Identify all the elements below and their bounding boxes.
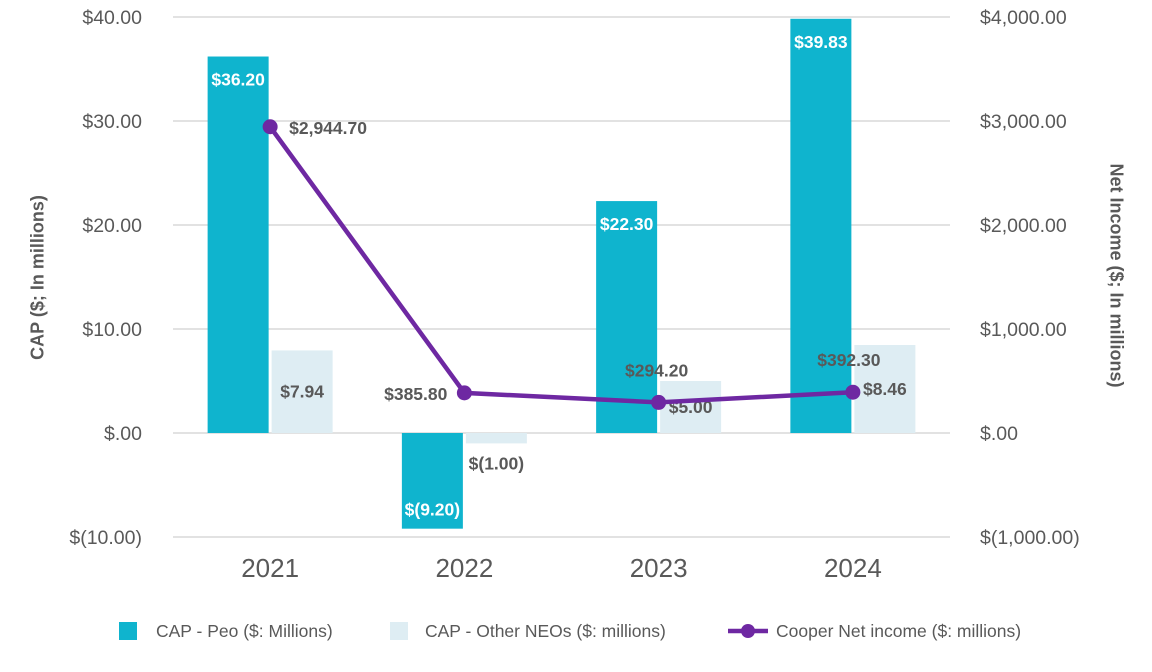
net-income-point-2024 bbox=[845, 384, 861, 400]
right-axis-tick-label: $(1,000.00) bbox=[980, 527, 1080, 549]
left-axis-tick-label: $(10.00) bbox=[69, 527, 142, 549]
combo-chart: $40.00 $30.00 $20.00 $10.00 $.00 $(10.00) $4,0… bbox=[69, 7, 1080, 583]
right-axis-tick-label: $3,000.00 bbox=[980, 111, 1067, 133]
left-axis-tick-label: $.00 bbox=[104, 423, 142, 445]
bar-data-label: $39.83 bbox=[794, 32, 848, 52]
cap-peo-swatch-icon bbox=[119, 622, 137, 640]
left-axis-tick-label: $40.00 bbox=[82, 7, 142, 29]
right-axis-tick-label: $2,000.00 bbox=[980, 215, 1067, 237]
right-axis-tick-label: $1,000.00 bbox=[980, 319, 1067, 341]
net-income-line bbox=[268, 125, 853, 405]
x-axis-category-label: 2022 bbox=[435, 553, 493, 583]
bar-data-label: $7.94 bbox=[280, 382, 324, 402]
bar-cap-peo-2024 bbox=[790, 18, 852, 433]
bar-cap-peo-2023 bbox=[596, 201, 658, 433]
legend-item-net-income: Cooper Net income ($: millions) bbox=[726, 619, 1021, 643]
bar-data-label: $36.20 bbox=[211, 70, 265, 90]
bar-cap-peo-2022 bbox=[401, 433, 463, 529]
line-data-label: $294.20 bbox=[625, 360, 689, 380]
net-income-point-2022 bbox=[456, 385, 472, 401]
x-axis-category-label: 2023 bbox=[630, 553, 688, 583]
cap-other-neos-swatch-icon bbox=[390, 622, 408, 640]
left-axis-tick-label: $20.00 bbox=[82, 215, 142, 237]
bar-data-label: $22.30 bbox=[600, 214, 654, 234]
legend-label-net-income: Cooper Net income ($: millions) bbox=[776, 620, 1022, 641]
right-axis-title: Net Income ($; In millions) bbox=[1106, 163, 1127, 388]
x-axis-category-label: 2024 bbox=[824, 553, 882, 583]
x-axis-category-label: 2021 bbox=[241, 553, 299, 583]
net-income-point-2023 bbox=[651, 394, 667, 410]
left-axis-tick-label: $30.00 bbox=[82, 111, 142, 133]
bar-data-label: $(1.00) bbox=[469, 453, 524, 473]
bar-cap-peo-2021 bbox=[207, 56, 269, 434]
line-data-label: $385.80 bbox=[384, 384, 448, 404]
legend-label-cap-other-neos: CAP - Other NEOs ($: millions) bbox=[425, 620, 666, 641]
net-income-line-marker-icon bbox=[728, 624, 768, 638]
line-data-label: $392.30 bbox=[817, 350, 881, 370]
legend-item-cap-other-neos: CAP - Other NEOs ($: millions) bbox=[390, 619, 666, 643]
legend: CAP - Peo ($: Millions) CAP - Other NEOs… bbox=[0, 619, 1152, 645]
bar-cap-other-neos-2021 bbox=[271, 350, 333, 433]
line-data-label: $2,944.70 bbox=[289, 118, 367, 138]
bar-cap-other-neos-2022 bbox=[465, 433, 527, 444]
bar-cap-other-neos-2024 bbox=[854, 345, 916, 433]
bar-data-label: $8.46 bbox=[863, 379, 907, 399]
right-axis-tick-label: $4,000.00 bbox=[980, 7, 1067, 29]
bar-cap-other-neos-2023 bbox=[660, 381, 722, 433]
net-income-point-2021 bbox=[262, 119, 278, 135]
right-axis-tick-label: $.00 bbox=[980, 423, 1018, 445]
left-axis-title: CAP ($; In millions) bbox=[27, 195, 48, 360]
legend-item-cap-peo: CAP - Peo ($: Millions) bbox=[119, 619, 333, 643]
left-axis-tick-label: $10.00 bbox=[82, 319, 142, 341]
bar-data-label: $(9.20) bbox=[405, 500, 460, 520]
legend-label-cap-peo: CAP - Peo ($: Millions) bbox=[156, 620, 333, 641]
